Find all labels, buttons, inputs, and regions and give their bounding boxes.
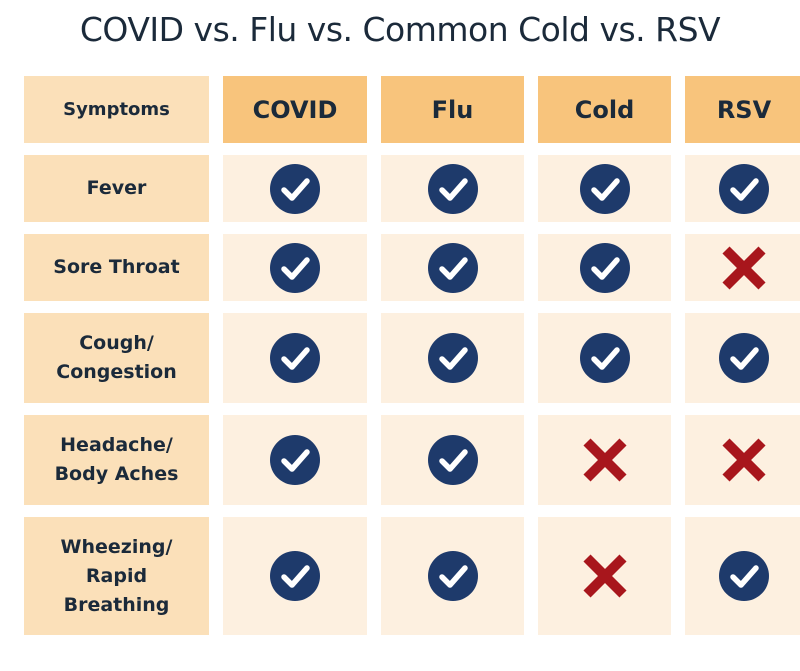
check-icon xyxy=(579,242,630,293)
table-cell xyxy=(538,517,671,635)
cross-icon xyxy=(722,245,766,290)
page-title: COVID vs. Flu vs. Common Cold vs. RSV xyxy=(79,10,721,49)
cross-icon xyxy=(582,554,627,598)
check-icon xyxy=(270,242,320,293)
check-icon xyxy=(579,333,630,383)
column-header-cold: Cold xyxy=(538,76,671,143)
table-cell xyxy=(685,415,800,505)
column-header-rsv: RSV xyxy=(685,76,800,143)
row-label: Wheezing/ Rapid Breathing xyxy=(24,517,209,635)
table-cell xyxy=(223,155,367,222)
table-cell xyxy=(223,313,367,403)
check-icon xyxy=(427,551,478,601)
check-icon xyxy=(270,163,320,214)
column-header-covid: COVID xyxy=(223,76,367,143)
table-cell xyxy=(223,517,367,635)
table-cell xyxy=(538,313,671,403)
cross-icon xyxy=(582,438,627,482)
table-cell xyxy=(381,155,524,222)
table-cell xyxy=(381,313,524,403)
table-cell xyxy=(381,234,524,301)
table-cell xyxy=(538,234,671,301)
check-icon xyxy=(427,333,478,383)
row-label: Cough/ Congestion xyxy=(24,313,209,403)
table-cell xyxy=(381,517,524,635)
table-cell xyxy=(685,517,800,635)
table-cell xyxy=(685,155,800,222)
table-cell xyxy=(685,313,800,403)
table-cell xyxy=(685,234,800,301)
check-icon xyxy=(270,551,320,601)
check-icon xyxy=(719,333,769,383)
check-icon xyxy=(719,163,769,214)
table-cell xyxy=(381,415,524,505)
cross-icon xyxy=(722,438,766,482)
check-icon xyxy=(719,551,769,601)
check-icon xyxy=(270,333,320,383)
check-icon xyxy=(427,242,478,293)
corner-header: Symptoms xyxy=(24,76,209,143)
row-label: Fever xyxy=(24,155,209,222)
table-cell xyxy=(223,415,367,505)
comparison-table: Symptoms COVID Flu Cold RSV Fever Sore Th… xyxy=(24,76,800,635)
check-icon xyxy=(427,163,478,214)
check-icon xyxy=(579,163,630,214)
row-label: Sore Throat xyxy=(24,234,209,301)
table-cell xyxy=(538,155,671,222)
row-label: Headache/ Body Aches xyxy=(24,415,209,505)
column-header-flu: Flu xyxy=(381,76,524,143)
check-icon xyxy=(427,435,478,485)
check-icon xyxy=(270,435,320,485)
table-cell xyxy=(538,415,671,505)
table-cell xyxy=(223,234,367,301)
